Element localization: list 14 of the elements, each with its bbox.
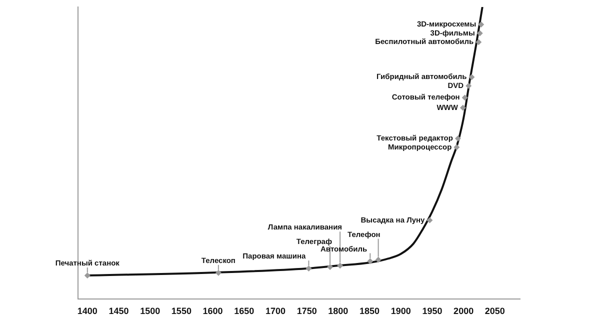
x-tick-label: 1800 xyxy=(328,306,348,316)
x-tick-label: 1450 xyxy=(108,306,129,316)
x-tick-label: 2050 xyxy=(484,306,505,316)
x-tick-label: 1400 xyxy=(77,306,98,316)
x-tick-label: 1550 xyxy=(171,306,192,316)
x-tick-label: 1850 xyxy=(360,306,380,316)
x-tick-label: 2000 xyxy=(454,306,474,316)
x-tick-label: 1600 xyxy=(202,306,223,316)
x-tick-label: 1500 xyxy=(140,306,160,316)
x-tick-label: 1750 xyxy=(296,306,317,316)
x-tick-label: 1900 xyxy=(390,306,411,316)
x-tick-label: 1650 xyxy=(234,306,254,316)
x-tick-label: 1700 xyxy=(265,306,286,316)
x-tick-label: 1950 xyxy=(422,306,442,316)
